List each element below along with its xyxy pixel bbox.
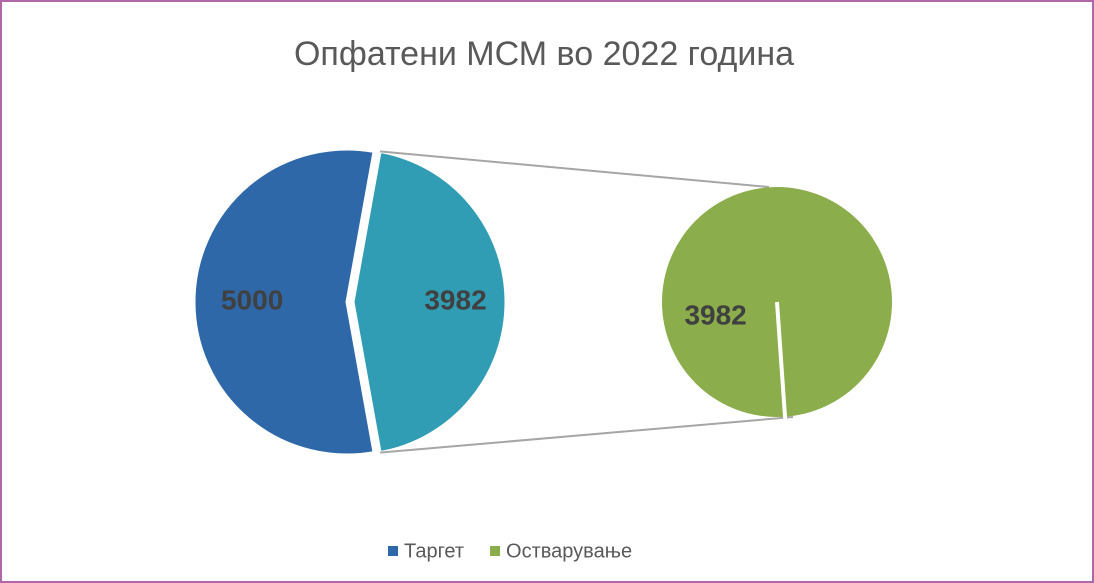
data-label: 3982 (424, 284, 486, 315)
slice-separator (775, 301, 788, 419)
data-label: 3982 (684, 300, 746, 331)
legend-label: Остварување (506, 540, 632, 562)
chart-title: Опфатени МСМ во 2022 година (294, 35, 794, 73)
legend-swatch (490, 546, 501, 556)
data-label: 5000 (221, 284, 283, 315)
connector (380, 416, 794, 454)
other-slice (351, 149, 508, 455)
legend-swatch (388, 546, 398, 556)
connector (380, 150, 770, 188)
legend-label: Таргет (404, 540, 464, 562)
pie-slice (192, 147, 376, 457)
